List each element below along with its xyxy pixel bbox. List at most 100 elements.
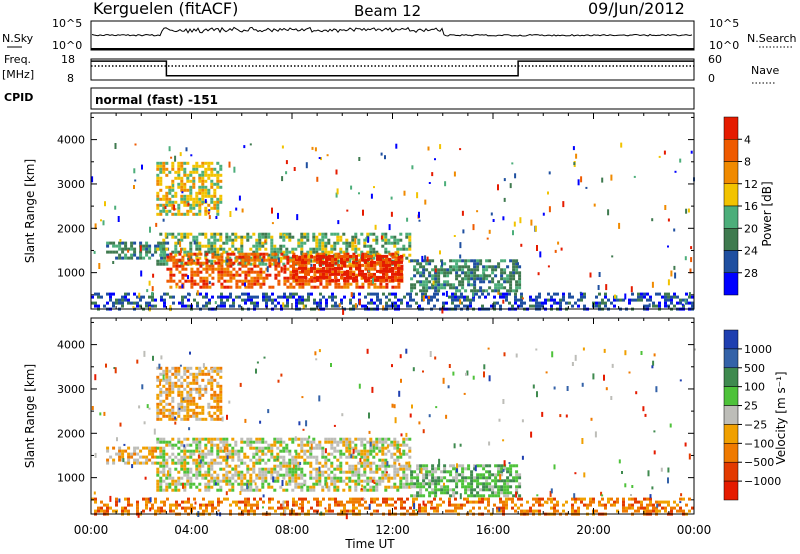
heatmap-cell — [488, 485, 491, 488]
heatmap-cell — [473, 277, 476, 280]
heatmap-cell — [616, 501, 619, 504]
heatmap-cell — [235, 280, 238, 283]
heatmap-cell — [267, 444, 270, 447]
heatmap-cell — [357, 438, 360, 441]
heatmap-cell — [309, 453, 312, 456]
heatmap-cell — [298, 261, 301, 264]
heatmap-cell — [363, 480, 366, 483]
heatmap-cell — [282, 146, 284, 149]
heatmap-cell — [216, 382, 219, 385]
heatmap-cell — [664, 501, 667, 504]
heatmap-cell — [434, 482, 437, 485]
heatmap-cell — [226, 256, 229, 259]
heatmap-cell — [145, 504, 148, 507]
heatmap-cell — [361, 286, 364, 289]
heatmap-cell — [189, 207, 192, 210]
heatmap-cell — [328, 258, 331, 261]
heatmap-cell — [370, 299, 373, 302]
heatmap-cell — [340, 276, 343, 279]
heatmap-cell — [336, 236, 339, 239]
heatmap-cell — [112, 245, 115, 248]
heatmap-cell — [213, 406, 216, 409]
heatmap-cell — [306, 456, 309, 459]
heatmap-cell — [175, 262, 178, 265]
heatmap-cell — [369, 431, 371, 434]
heatmap-cell — [312, 477, 315, 480]
heatmap-cell — [382, 305, 384, 310]
heatmap-cell — [282, 480, 284, 486]
heatmap-cell — [454, 293, 457, 296]
heatmap-cell — [172, 504, 175, 507]
heatmap-cell — [249, 248, 252, 251]
heatmap-cell — [373, 286, 376, 289]
heatmap-cell — [358, 504, 361, 507]
heatmap-cell — [370, 268, 373, 271]
heatmap-cell — [300, 251, 302, 255]
heatmap-cell — [518, 482, 521, 485]
heatmap-cell — [619, 299, 622, 302]
heatmap-cell — [159, 438, 162, 441]
heatmap-cell — [310, 507, 313, 510]
heatmap-cell — [530, 220, 532, 226]
heatmap-cell — [470, 289, 473, 292]
heatmap-cell — [213, 412, 216, 415]
heatmap-cell — [313, 274, 316, 277]
heatmap-cell — [229, 253, 232, 256]
heatmap-cell — [319, 299, 322, 302]
heatmap-cell — [136, 504, 139, 507]
heatmap-cell — [226, 286, 229, 289]
heatmap-cell — [482, 467, 485, 470]
heatmap-cell — [376, 296, 379, 299]
heatmap-cell — [458, 268, 461, 271]
heatmap-cell — [634, 501, 637, 504]
heatmap-cell — [243, 441, 246, 444]
heatmap-cell — [250, 253, 253, 256]
heatmap-cell — [319, 501, 322, 504]
heatmap-cell — [418, 305, 421, 308]
heatmap-cell — [607, 299, 610, 302]
heatmap-cell — [413, 485, 416, 488]
heatmap-cell — [165, 382, 168, 385]
heatmap-cell — [253, 271, 256, 274]
heatmap-cell — [358, 261, 361, 264]
heatmap-cell — [151, 447, 154, 450]
heatmap-cell — [178, 286, 181, 289]
heatmap-cell — [202, 268, 205, 271]
heatmap-cell — [274, 268, 277, 271]
heatmap-cell — [506, 491, 509, 494]
heatmap-cell — [225, 462, 228, 465]
heatmap-cell — [198, 248, 201, 251]
heatmap-cell — [252, 453, 255, 456]
heatmap-cell — [169, 274, 172, 277]
heatmap-cell — [213, 201, 216, 204]
heatmap-cell — [312, 468, 315, 471]
heatmap-cell — [232, 299, 235, 302]
heatmap-cell — [190, 271, 193, 274]
heatmap-cell — [208, 209, 210, 211]
heatmap-cell — [357, 242, 360, 245]
heatmap-cell — [216, 489, 219, 492]
heatmap-cell — [165, 373, 168, 376]
heatmap-cell — [253, 283, 256, 286]
heatmap-cell — [318, 447, 321, 450]
velocity-heatmap — [91, 348, 696, 520]
heatmap-cell — [250, 143, 252, 145]
heatmap-cell — [396, 456, 399, 459]
heatmap-cell — [210, 415, 213, 418]
heatmap-cell — [174, 367, 177, 370]
heatmap-cell — [192, 388, 195, 391]
heatmap-cell — [244, 277, 247, 280]
heatmap-cell — [158, 364, 160, 369]
heatmap-cell — [169, 256, 172, 259]
heatmap-cell — [482, 464, 485, 467]
heatmap-cell — [478, 501, 481, 504]
heatmap-cell — [174, 468, 177, 471]
heatmap-cell — [499, 296, 502, 299]
heatmap-cell — [455, 476, 458, 479]
heatmap-cell — [168, 391, 171, 394]
heatmap-cell — [217, 501, 220, 504]
heatmap-cell — [606, 387, 608, 390]
heatmap-cell — [121, 257, 124, 260]
heatmap-cell — [400, 498, 403, 501]
heatmap-cell — [351, 474, 354, 477]
